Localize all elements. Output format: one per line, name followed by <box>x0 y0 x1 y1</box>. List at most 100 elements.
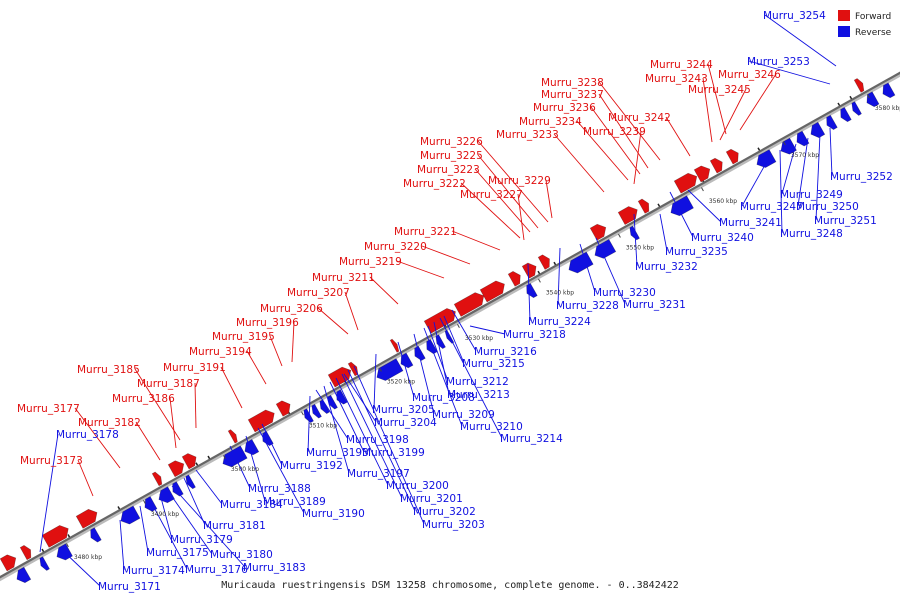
axis-tick-label: 3540 kbp <box>546 289 574 296</box>
forward-gene-arrow <box>709 157 723 174</box>
reverse-gene-arrow <box>670 195 694 217</box>
label-leader-line <box>815 133 821 221</box>
gene-label: Murru_3243 <box>645 73 708 85</box>
reverse-gene-arrow <box>414 345 426 361</box>
label-leader-line <box>797 137 809 207</box>
label-leader-line <box>261 423 283 466</box>
gene-label: Murru_3203 <box>422 519 485 531</box>
reverse-gene-arrow <box>435 334 446 349</box>
label-leader-line <box>139 505 149 553</box>
feature-mark <box>117 506 121 510</box>
forward-gene-arrow <box>227 429 238 444</box>
label-leader-line <box>165 487 213 555</box>
gene-label: Murru_3240 <box>691 232 754 244</box>
label-leader-line <box>553 133 605 193</box>
gene-label: Murru_3201 <box>400 493 463 505</box>
label-leader-line <box>451 230 501 251</box>
forward-gene-arrow <box>19 545 32 561</box>
label-leader-line <box>741 155 771 207</box>
forward-gene-arrow <box>617 206 638 226</box>
label-leader-line <box>194 382 197 429</box>
forward-gene-arrow <box>521 262 537 279</box>
reverse-gene-arrow <box>120 505 141 525</box>
label-leader-line <box>702 77 713 143</box>
axis-tick-label: 3510 kbp <box>309 422 337 429</box>
gene-label: Murru_3245 <box>688 84 751 96</box>
gene-label: Murru_3235 <box>665 246 728 258</box>
label-leader-line <box>669 191 694 238</box>
legend-reverse-label: Reverse <box>855 28 892 38</box>
label-leader-line <box>195 469 223 505</box>
legend-reverse-swatch <box>838 26 850 37</box>
label-leader-line <box>59 547 101 587</box>
label-leader-line <box>633 130 642 185</box>
axis-tick-mark <box>143 499 146 504</box>
gene-label: Murru_3188 <box>248 483 311 495</box>
label-leader-line <box>598 93 649 169</box>
label-leader-line <box>469 325 506 335</box>
feature-mark <box>41 548 45 553</box>
gene-label: Murru_3212 <box>446 376 509 388</box>
gene-label: Murru_3233 <box>496 129 559 141</box>
feature-mark <box>837 102 841 106</box>
gene-label: Murru_3239 <box>583 126 646 138</box>
gene-label: Murru_3197 <box>347 468 410 480</box>
legend: Forward Reverse <box>838 10 892 38</box>
gene-label: Murru_3195 <box>212 331 275 343</box>
label-leader-line <box>557 247 561 306</box>
reverse-gene-arrow <box>426 338 438 355</box>
label-leader-line <box>474 168 531 233</box>
forward-gene-arrow <box>75 508 98 529</box>
gene-label: Murru_3232 <box>635 261 698 273</box>
reverse-gene-arrow <box>400 352 414 369</box>
gene-label: Murru_3252 <box>830 171 893 183</box>
gene-label: Murru_3210 <box>460 421 523 433</box>
gene-label: Murru_3219 <box>339 256 402 268</box>
label-leader-line <box>341 373 403 499</box>
label-leader-line <box>169 397 177 449</box>
gene-label: Murru_3209 <box>432 409 495 421</box>
reverse-gene-arrow <box>376 358 404 381</box>
label-leader-line <box>344 291 359 331</box>
label-leader-line <box>423 327 463 427</box>
label-leader-line <box>598 81 661 161</box>
reverse-gene-arrow <box>756 149 777 168</box>
gene-label: Murru_3222 <box>403 178 466 190</box>
label-leader-line <box>229 445 251 489</box>
label-leader-line <box>781 143 797 195</box>
gene-label: Murru_3226 <box>420 136 483 148</box>
label-leader-line <box>329 381 365 453</box>
feature-mark <box>553 261 557 266</box>
gene-label: Murru_3213 <box>447 389 510 401</box>
label-leader-line <box>829 127 833 177</box>
gene-label: Murru_3181 <box>203 520 266 532</box>
gene-label: Murru_3178 <box>56 429 119 441</box>
gene-label: Murru_3230 <box>593 287 656 299</box>
label-leader-line <box>220 366 243 409</box>
gene-label: Murru_3253 <box>747 56 810 68</box>
label-leader-line <box>595 237 626 305</box>
reverse-gene-arrow <box>594 238 617 259</box>
axis-tick-label: 3490 kbp <box>151 511 179 518</box>
label-leader-line <box>421 245 471 265</box>
label-leader-line <box>719 88 747 141</box>
label-leader-line <box>443 315 465 364</box>
feature-mark <box>207 455 211 459</box>
forward-gene-arrow <box>479 280 505 303</box>
gene-label: Murru_3190 <box>302 508 365 520</box>
gene-label: Murru_3247 <box>740 201 803 213</box>
label-leader-line <box>397 341 415 398</box>
gene-label: Murru_3173 <box>20 455 83 467</box>
gene-label: Murru_3192 <box>280 460 343 472</box>
forward-gene-arrow <box>347 361 359 377</box>
axis-line <box>0 71 900 579</box>
label-leader-line <box>353 365 425 525</box>
feature-mark <box>757 147 761 151</box>
axis-tick-mark <box>538 278 541 283</box>
label-leader-line <box>39 433 59 553</box>
label-leader-line <box>257 427 305 514</box>
gene-label: Murru_3215 <box>462 358 525 370</box>
label-leader-line <box>317 307 349 335</box>
label-leader-line <box>439 317 503 439</box>
axis-tick-mark <box>618 233 621 238</box>
